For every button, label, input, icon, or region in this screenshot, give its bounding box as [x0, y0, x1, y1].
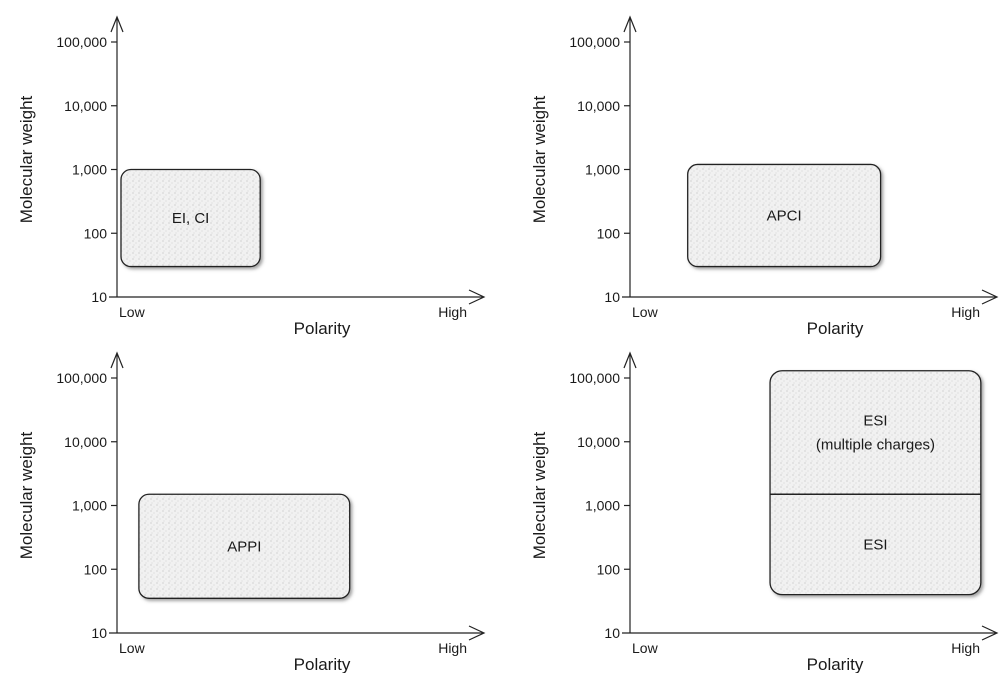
y-axis-arrow-icon: [110, 15, 124, 33]
y-axis-label: Molecular weight: [17, 95, 36, 223]
y-tick-label: 100: [84, 561, 108, 577]
y-tick-label: 1,000: [585, 162, 620, 178]
y-tick-label: 10,000: [577, 98, 620, 114]
y-axis-label: Molecular weight: [530, 431, 549, 559]
y-axis-label: Molecular weight: [17, 431, 36, 559]
x-axis-arrow-icon: [981, 625, 999, 641]
y-tick-label: 10: [604, 625, 620, 641]
region-label: ESI: [863, 413, 887, 430]
x-high-label: High: [951, 304, 980, 320]
panel-4: ESI (multiple charges) ESI 100,000 10,000 1,0…: [530, 351, 999, 673]
x-axis-label: Polarity: [807, 655, 864, 673]
y-tick-label: 10: [91, 289, 107, 305]
x-low-label: Low: [119, 640, 146, 656]
y-axis-arrow-icon: [623, 15, 637, 33]
x-low-label: Low: [632, 304, 659, 320]
x-axis-arrow-icon: [468, 289, 486, 305]
region-label: EI, CI: [172, 210, 210, 227]
panel-2: APCI 100,000 10,000 1,000 100 10 Molecular wei…: [530, 15, 999, 338]
panel-1: EI, CI 100,000 10,000 1,000 100 10 Molecular w…: [17, 15, 486, 338]
y-tick-label: 100: [84, 225, 108, 241]
region-box: [687, 163, 882, 268]
y-tick-label: 10: [91, 625, 107, 641]
region-box: [138, 493, 351, 599]
x-high-label: High: [951, 640, 980, 656]
y-tick-label: 1,000: [585, 498, 620, 514]
region-label: ESI: [863, 536, 887, 553]
y-tick-label: 100,000: [569, 370, 620, 386]
x-low-label: Low: [632, 640, 659, 656]
y-tick-label: 10: [604, 289, 620, 305]
y-tick-label: 100: [597, 561, 621, 577]
y-tick-label: 10,000: [577, 434, 620, 450]
region-label: APPI: [227, 538, 261, 555]
x-high-label: High: [438, 640, 467, 656]
y-tick-label: 100,000: [569, 34, 620, 50]
x-low-label: Low: [119, 304, 146, 320]
x-axis-arrow-icon: [468, 625, 486, 641]
y-axis-arrow-icon: [623, 351, 637, 369]
y-tick-label: 100,000: [56, 34, 107, 50]
region-label: APCI: [767, 208, 802, 225]
x-high-label: High: [438, 304, 467, 320]
y-tick-label: 10,000: [64, 98, 107, 114]
y-axis-label: Molecular weight: [530, 95, 549, 223]
x-axis-label: Polarity: [294, 655, 351, 673]
y-tick-label: 1,000: [72, 498, 107, 514]
x-axis-arrow-icon: [981, 289, 999, 305]
y-axis-arrow-icon: [110, 351, 124, 369]
y-tick-label: 10,000: [64, 434, 107, 450]
y-tick-label: 1,000: [72, 162, 107, 178]
region-box: [120, 168, 261, 268]
x-axis-label: Polarity: [294, 319, 351, 338]
x-axis-label: Polarity: [807, 319, 864, 338]
panel-3: APPI 100,000 10,000 1,000 100 10 Molecular wei…: [17, 351, 486, 673]
y-tick-label: 100,000: [56, 370, 107, 386]
region-box: [769, 370, 982, 596]
region-label: (multiple charges): [816, 437, 935, 454]
y-tick-label: 100: [597, 225, 621, 241]
